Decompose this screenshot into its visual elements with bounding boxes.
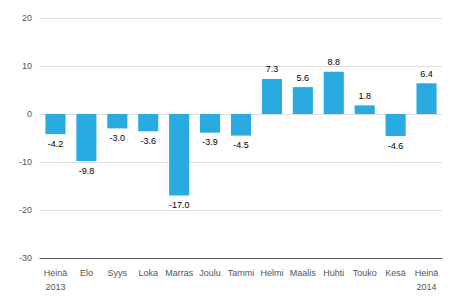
svg-text:Tammi: Tammi xyxy=(228,268,255,278)
svg-text:-20: -20 xyxy=(19,205,32,215)
svg-text:Helmi: Helmi xyxy=(260,268,283,278)
svg-text:0: 0 xyxy=(27,109,32,119)
svg-text:Heinä: Heinä xyxy=(415,268,439,278)
svg-text:Marras: Marras xyxy=(165,268,194,278)
svg-text:Joulu: Joulu xyxy=(199,268,221,278)
svg-text:-9.8: -9.8 xyxy=(79,166,95,176)
svg-text:Elo: Elo xyxy=(80,268,93,278)
svg-text:-30: -30 xyxy=(19,253,32,263)
svg-text:-3.9: -3.9 xyxy=(202,137,218,147)
svg-text:-10: -10 xyxy=(19,157,32,167)
svg-text:2014: 2014 xyxy=(417,282,437,292)
svg-text:Loka: Loka xyxy=(138,268,158,278)
svg-text:8.8: 8.8 xyxy=(328,57,341,67)
svg-text:20: 20 xyxy=(22,13,32,23)
svg-text:Huhti: Huhti xyxy=(323,268,344,278)
svg-text:10: 10 xyxy=(22,61,32,71)
svg-text:-3.0: -3.0 xyxy=(110,133,126,143)
svg-text:7.3: 7.3 xyxy=(266,64,279,74)
svg-text:Heinä: Heinä xyxy=(44,268,68,278)
svg-text:6.4: 6.4 xyxy=(420,69,433,79)
svg-text:Maalis: Maalis xyxy=(290,268,317,278)
svg-text:Touko: Touko xyxy=(353,268,377,278)
svg-text:-4.5: -4.5 xyxy=(233,140,249,150)
svg-text:Syys: Syys xyxy=(108,268,128,278)
svg-text:-4.6: -4.6 xyxy=(388,141,404,151)
svg-text:1.8: 1.8 xyxy=(358,91,371,101)
svg-text:Kesä: Kesä xyxy=(385,268,406,278)
svg-text:5.6: 5.6 xyxy=(297,73,310,83)
svg-text:-3.6: -3.6 xyxy=(140,136,156,146)
svg-text:-4.2: -4.2 xyxy=(48,139,64,149)
svg-text:2013: 2013 xyxy=(45,282,65,292)
svg-text:-17.0: -17.0 xyxy=(169,200,190,210)
